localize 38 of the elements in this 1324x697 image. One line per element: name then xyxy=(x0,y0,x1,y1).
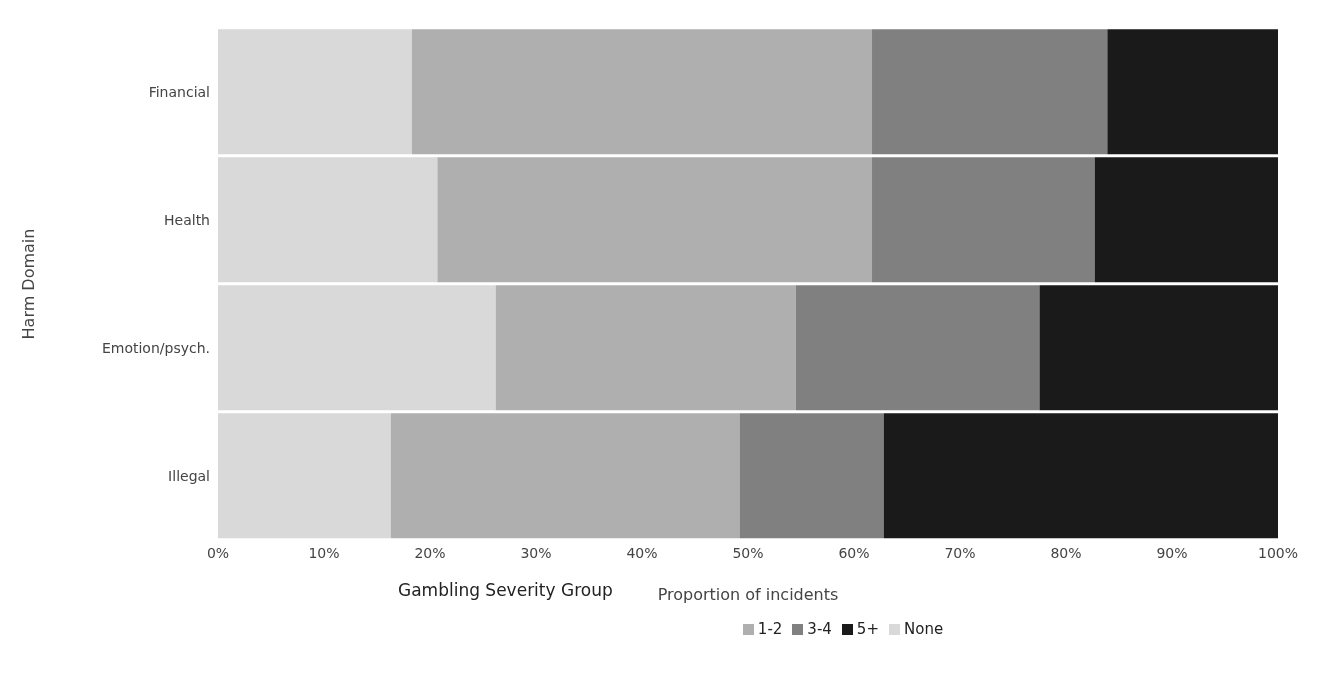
bar xyxy=(1094,157,1278,283)
bar xyxy=(411,29,873,155)
x-tick-label: 100% xyxy=(1257,544,1299,561)
bar xyxy=(495,285,796,411)
x-tick-label: 0% xyxy=(206,544,230,561)
x-tick-label: 60% xyxy=(838,544,870,561)
bar xyxy=(218,413,391,539)
y-axis-title: Harm Domain xyxy=(18,228,38,340)
x-tick-label: 30% xyxy=(520,544,552,561)
bar xyxy=(795,285,1040,411)
x-tick-label: 10% xyxy=(308,544,340,561)
legend-label: None xyxy=(903,620,944,638)
y-tick-label: Illegal xyxy=(168,467,210,484)
bar xyxy=(218,29,412,155)
x-tick-label: 50% xyxy=(732,544,764,561)
legend-label: 5+ xyxy=(856,620,879,638)
x-tick-label: 80% xyxy=(1050,544,1082,561)
bar xyxy=(390,413,740,539)
bar xyxy=(872,157,1095,283)
bar xyxy=(872,29,1108,155)
legend-title: Gambling Severity Group xyxy=(398,580,613,600)
legend-label: 1-2 xyxy=(757,620,783,638)
y-tick-label: Emotion/psych. xyxy=(101,339,210,356)
legend-label: 3-4 xyxy=(807,620,832,638)
x-tick-label: 70% xyxy=(944,544,976,561)
x-tick-label: 90% xyxy=(1156,544,1188,561)
bar xyxy=(218,157,438,283)
bar xyxy=(883,413,1278,539)
y-tick-label: Financial xyxy=(148,83,210,100)
bar xyxy=(1039,285,1278,411)
x-axis-title: Proportion of incidents xyxy=(657,585,839,604)
bar xyxy=(1107,29,1278,155)
bar xyxy=(437,157,873,283)
bar xyxy=(739,413,884,539)
y-tick-label: Health xyxy=(164,211,210,228)
x-tick-label: 20% xyxy=(414,544,446,561)
bar xyxy=(218,285,496,411)
x-tick-label: 40% xyxy=(626,544,658,561)
